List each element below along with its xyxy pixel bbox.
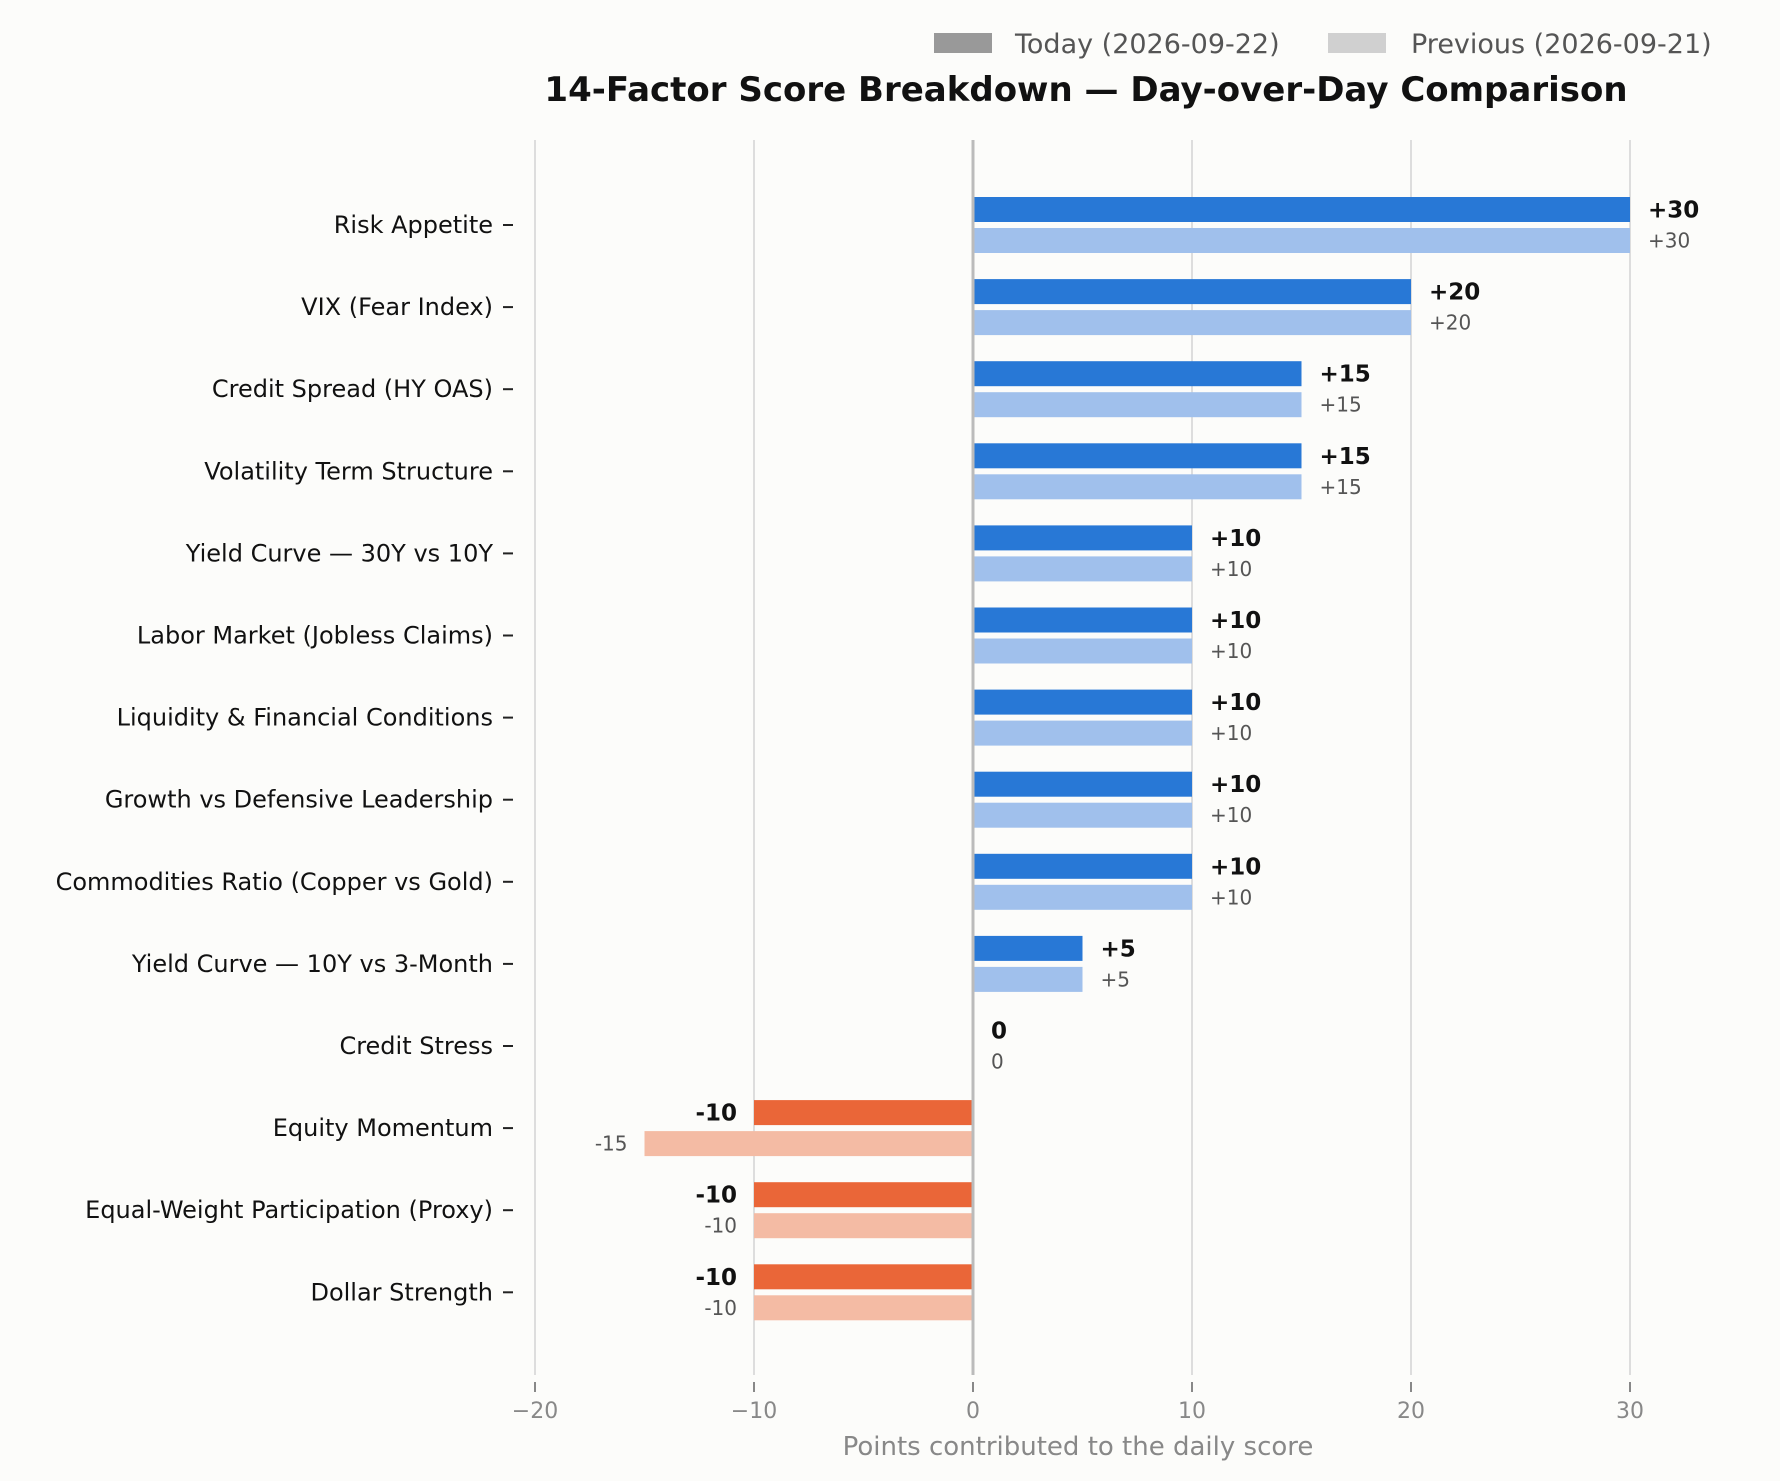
x-tick-label: 0: [966, 1399, 980, 1424]
value-label-today: +10: [1210, 772, 1261, 798]
legend-swatch-previous: [1328, 33, 1386, 53]
legend-label-today: Today (2026-09-22): [1014, 29, 1280, 60]
category-label: Equity Momentum: [273, 1114, 493, 1142]
value-label-today: +30: [1648, 198, 1699, 224]
category-label: Yield Curve — 30Y vs 10Y: [185, 539, 494, 567]
category-label: Yield Curve — 10Y vs 3-Month: [131, 950, 493, 978]
value-label-previous: +10: [1210, 803, 1252, 827]
x-tick-label: −10: [731, 1399, 777, 1424]
category-label: Credit Stress: [339, 1032, 493, 1060]
value-label-previous: +15: [1320, 475, 1362, 499]
bar-previous: [754, 1295, 973, 1321]
bar-previous: [973, 228, 1630, 253]
bar-today: [973, 443, 1302, 469]
value-label-today: -10: [695, 1183, 737, 1209]
value-label-previous: +10: [1210, 721, 1252, 745]
bar-previous: [973, 392, 1302, 418]
category-label: Labor Market (Jobless Claims): [137, 622, 493, 650]
value-label-today: +5: [1101, 936, 1136, 962]
category-label: VIX (Fear Index): [301, 293, 493, 321]
value-label-previous: +20: [1429, 311, 1471, 335]
bar-previous: [973, 556, 1192, 582]
value-label-today: +15: [1320, 362, 1371, 388]
bar-today: [973, 525, 1192, 551]
category-label: Equal-Weight Participation (Proxy): [85, 1196, 493, 1224]
value-label-today: +10: [1210, 608, 1261, 634]
bars: [644, 197, 1630, 1321]
value-label-today: -10: [695, 1101, 737, 1127]
x-tick-label: 30: [1616, 1399, 1644, 1424]
bar-previous: [973, 966, 1083, 992]
category-label: Volatility Term Structure: [204, 457, 493, 485]
value-label-previous: +30: [1648, 229, 1690, 253]
value-labels: +30 +30 +20 +20 +15 +15 +15 +15 +10 +10 +10 +10 +10 +…: [595, 198, 1699, 1320]
value-label-today: 0: [991, 1019, 1007, 1045]
x-tick-label: −20: [512, 1399, 558, 1424]
bar-previous: [973, 310, 1411, 336]
value-label-previous: 0: [991, 1050, 1004, 1074]
bar-today: [973, 279, 1411, 305]
bar-today: [973, 607, 1192, 633]
category-label: Risk Appetite: [334, 211, 493, 239]
chart-title: 14-Factor Score Breakdown — Day-over-Day…: [544, 70, 1627, 110]
category-label: Credit Spread (HY OAS): [212, 375, 493, 403]
legend-swatch-today: [934, 33, 992, 53]
bar-today: [754, 1100, 973, 1126]
bar-today: [973, 197, 1630, 222]
value-label-previous: +10: [1210, 639, 1252, 663]
bar-today: [973, 853, 1192, 879]
value-label-previous: +10: [1210, 885, 1252, 909]
bar-today: [973, 935, 1083, 961]
value-label-previous: -10: [704, 1214, 737, 1238]
bar-previous: [973, 884, 1192, 910]
bar-today: [973, 361, 1302, 387]
bar-previous: [644, 1131, 973, 1157]
value-label-today: +10: [1210, 526, 1261, 552]
value-label-previous: +5: [1101, 967, 1130, 991]
category-label: Growth vs Defensive Leadership: [105, 786, 493, 814]
category-label: Dollar Strength: [310, 1278, 493, 1306]
x-axis-label: Points contributed to the daily score: [843, 1432, 1314, 1462]
value-label-today: +20: [1429, 280, 1480, 306]
value-label-previous: -10: [704, 1296, 737, 1320]
value-label-previous: +10: [1210, 557, 1252, 581]
value-label-previous: -15: [595, 1132, 628, 1156]
value-label-today: +10: [1210, 690, 1261, 716]
x-axis-ticks: −20 −10 0 10 20 30: [512, 1382, 1644, 1424]
bar-today: [973, 771, 1192, 797]
bar-previous: [754, 1213, 973, 1239]
category-label: Commodities Ratio (Copper vs Gold): [56, 868, 493, 896]
bar-today: [973, 689, 1192, 715]
bar-previous: [973, 474, 1302, 500]
value-label-previous: +15: [1320, 393, 1362, 417]
value-label-today: -10: [695, 1265, 737, 1291]
value-label-today: +15: [1320, 444, 1371, 470]
category-label: Liquidity & Financial Conditions: [117, 704, 493, 732]
bar-today: [754, 1182, 973, 1208]
legend: Today (2026-09-22) Previous (2026-09-21): [934, 29, 1712, 60]
bar-previous: [973, 638, 1192, 664]
x-tick-label: 20: [1397, 1399, 1425, 1424]
category-labels: Risk Appetite VIX (Fear Index) Credit Spre…: [56, 211, 513, 1306]
legend-label-previous: Previous (2026-09-21): [1411, 29, 1712, 60]
gridlines: [534, 140, 1631, 1375]
bar-previous: [973, 802, 1192, 828]
bar-previous: [973, 720, 1192, 746]
x-tick-label: 10: [1178, 1399, 1206, 1424]
value-label-today: +10: [1210, 854, 1261, 880]
bar-today: [754, 1264, 973, 1290]
